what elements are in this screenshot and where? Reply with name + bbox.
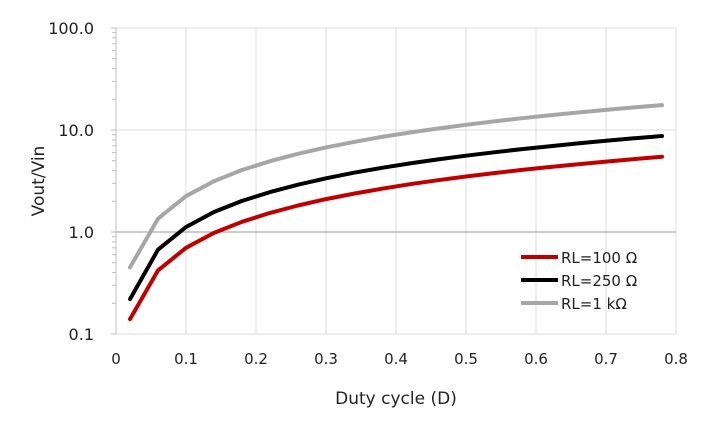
x-tick-label: 0.3 — [314, 350, 338, 368]
legend: RL=100 Ω RL=250 Ω RL=1 kΩ — [521, 249, 637, 313]
legend-label: RL=1 kΩ — [561, 295, 627, 313]
y-tick-label: 100.0 — [48, 19, 94, 38]
legend-label: RL=100 Ω — [561, 249, 637, 267]
y-tick-labels: 100.0 10.0 1.0 0.1 — [48, 19, 94, 344]
legend-label: RL=250 Ω — [561, 272, 637, 290]
series-lines — [128, 103, 664, 322]
series-line — [128, 103, 664, 270]
x-tick-label: 0.6 — [524, 350, 548, 368]
y-minor-ticks — [111, 27, 116, 335]
x-tick-label: 0.5 — [454, 350, 478, 368]
x-tick-label: 0.1 — [174, 350, 198, 368]
x-tick-label: 0.8 — [664, 350, 688, 368]
x-tick-label: 0 — [111, 350, 121, 368]
x-tick-label: 0.7 — [594, 350, 618, 368]
y-tick-label: 10.0 — [58, 121, 94, 140]
x-tick-label: 0.2 — [244, 350, 268, 368]
y-tick-label: 1.0 — [69, 223, 94, 242]
y-axis-label: Vout/Vin — [29, 146, 49, 217]
y-tick-label: 0.1 — [69, 325, 94, 344]
x-tick-labels: 0 0.1 0.2 0.3 0.4 0.5 0.6 0.7 0.8 — [111, 350, 688, 368]
x-axis-label: Duty cycle (D) — [335, 389, 457, 409]
x-tick-label: 0.4 — [384, 350, 408, 368]
series-line — [128, 134, 664, 302]
series-line — [128, 154, 664, 322]
gridlines — [115, 27, 677, 335]
